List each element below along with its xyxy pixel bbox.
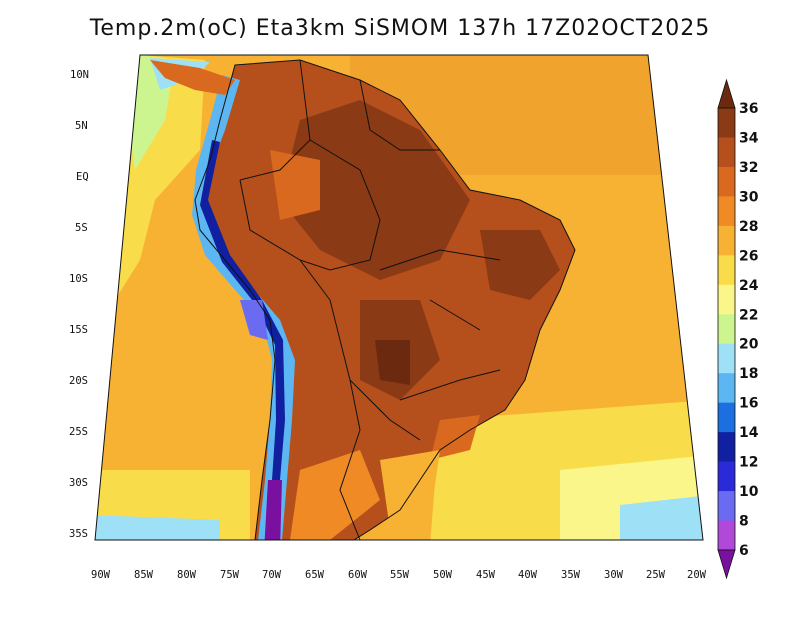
colorbar-segment xyxy=(718,491,735,522)
lon-label: 35W xyxy=(561,569,581,581)
lon-label: 50W xyxy=(433,569,453,581)
brazil-west-border xyxy=(299,139,381,271)
south-atlantic-cold xyxy=(620,495,703,540)
brazil-state-borders xyxy=(379,249,501,401)
colorbar-level-label: 26 xyxy=(739,248,758,264)
lat-label: 30S xyxy=(69,477,88,489)
lat-label: 20S xyxy=(69,375,88,387)
colorbar: 36 34 32 30 28 26 24 22 20 18 16 14 12 10 8 6 xyxy=(717,78,759,580)
colorbar-segment xyxy=(718,284,735,315)
colorbar-level-label: 30 xyxy=(739,189,759,205)
colorbar-segment xyxy=(718,255,735,286)
central-america-land xyxy=(150,60,235,95)
argentina-warm xyxy=(290,450,380,540)
lat-label: 5N xyxy=(75,120,88,132)
colorbar-level-label: 8 xyxy=(739,514,749,530)
uruguay-mild xyxy=(380,450,440,530)
argentina-border xyxy=(339,379,361,540)
lon-label: 90W xyxy=(91,569,111,581)
lat-label: 35S xyxy=(69,528,88,540)
colorbar-level-label: 14 xyxy=(739,425,759,441)
map-title: Temp.2m(oC) Eta3km SiSMOM 137h 17Z02OCT2… xyxy=(89,16,711,41)
lon-label: 60W xyxy=(348,569,368,581)
colorbar-level-label: 10 xyxy=(739,484,759,500)
lon-label: 30W xyxy=(604,569,624,581)
colorbar-top-triangle xyxy=(717,78,736,109)
colorbar-segment xyxy=(718,108,735,138)
colorbar-segment xyxy=(718,432,735,463)
colorbar-level-label: 24 xyxy=(739,278,759,294)
lon-label: 65W xyxy=(305,569,325,581)
lon-label: 25W xyxy=(646,569,666,581)
colorbar-segment xyxy=(718,373,735,404)
lon-label: 80W xyxy=(177,569,197,581)
colorbar-level-label: 18 xyxy=(739,366,758,382)
colorbar-level-label: 16 xyxy=(739,396,758,412)
altiplano-cold xyxy=(240,300,268,340)
latitude-axis: 10N 5N EQ 5S 10S 15S 20S 25S 30S 35S xyxy=(69,69,89,540)
longitude-axis: 90W 85W 80W 75W 70W 65W 60W 55W 50W 45W … xyxy=(91,569,707,581)
colorbar-level-label: 20 xyxy=(739,337,759,353)
pantanal-hottest xyxy=(375,340,410,385)
lon-label: 45W xyxy=(476,569,496,581)
colorbar-level-label: 12 xyxy=(739,455,758,471)
lat-label: 25S xyxy=(69,426,88,438)
lat-label: 10S xyxy=(69,273,88,285)
andes-coldest xyxy=(200,140,285,540)
lat-label: 15S xyxy=(69,324,88,336)
colorbar-level-label: 36 xyxy=(739,101,758,117)
venezuela-border xyxy=(359,79,440,151)
colorbar-segment xyxy=(718,343,735,374)
lon-label: 75W xyxy=(220,569,240,581)
map-frame xyxy=(94,54,704,541)
south-pacific-cold xyxy=(95,515,220,540)
colorbar-segment xyxy=(718,314,735,345)
colorbar-level-label: 32 xyxy=(739,160,758,176)
lat-label: EQ xyxy=(76,171,89,183)
colorbar-level-label: 6 xyxy=(739,543,749,559)
colorbar-bottom-triangle xyxy=(717,549,736,580)
amazon-hot-core xyxy=(280,100,470,280)
country-borders xyxy=(194,59,576,540)
lon-label: 55W xyxy=(390,569,410,581)
lat-label: 10N xyxy=(70,69,89,81)
colorbar-level-label: 22 xyxy=(739,307,758,323)
colorbar-segment xyxy=(718,166,735,197)
northeast-hot-core xyxy=(480,230,560,300)
andes-cold-band xyxy=(192,75,295,540)
colombia-border xyxy=(239,59,311,181)
temperature-field xyxy=(95,55,703,540)
colorbar-level-label: 28 xyxy=(739,219,758,235)
lon-label: 85W xyxy=(134,569,154,581)
colorbar-segment xyxy=(718,402,735,433)
lat-label: 5S xyxy=(75,222,88,234)
peru-border xyxy=(239,179,331,301)
colorbar-segment xyxy=(718,225,735,256)
colorbar-segment xyxy=(718,137,735,168)
colorbar-segment xyxy=(718,520,735,551)
colorbar-segment xyxy=(718,196,735,227)
colorbar-level-label: 34 xyxy=(739,130,759,146)
colorbar-segment xyxy=(718,461,735,492)
lon-label: 20W xyxy=(687,569,707,581)
andes-purple-core xyxy=(264,480,282,540)
lon-label: 70W xyxy=(262,569,282,581)
continent-outline xyxy=(194,59,576,540)
bolivia-border xyxy=(329,299,421,441)
lon-label: 40W xyxy=(518,569,538,581)
